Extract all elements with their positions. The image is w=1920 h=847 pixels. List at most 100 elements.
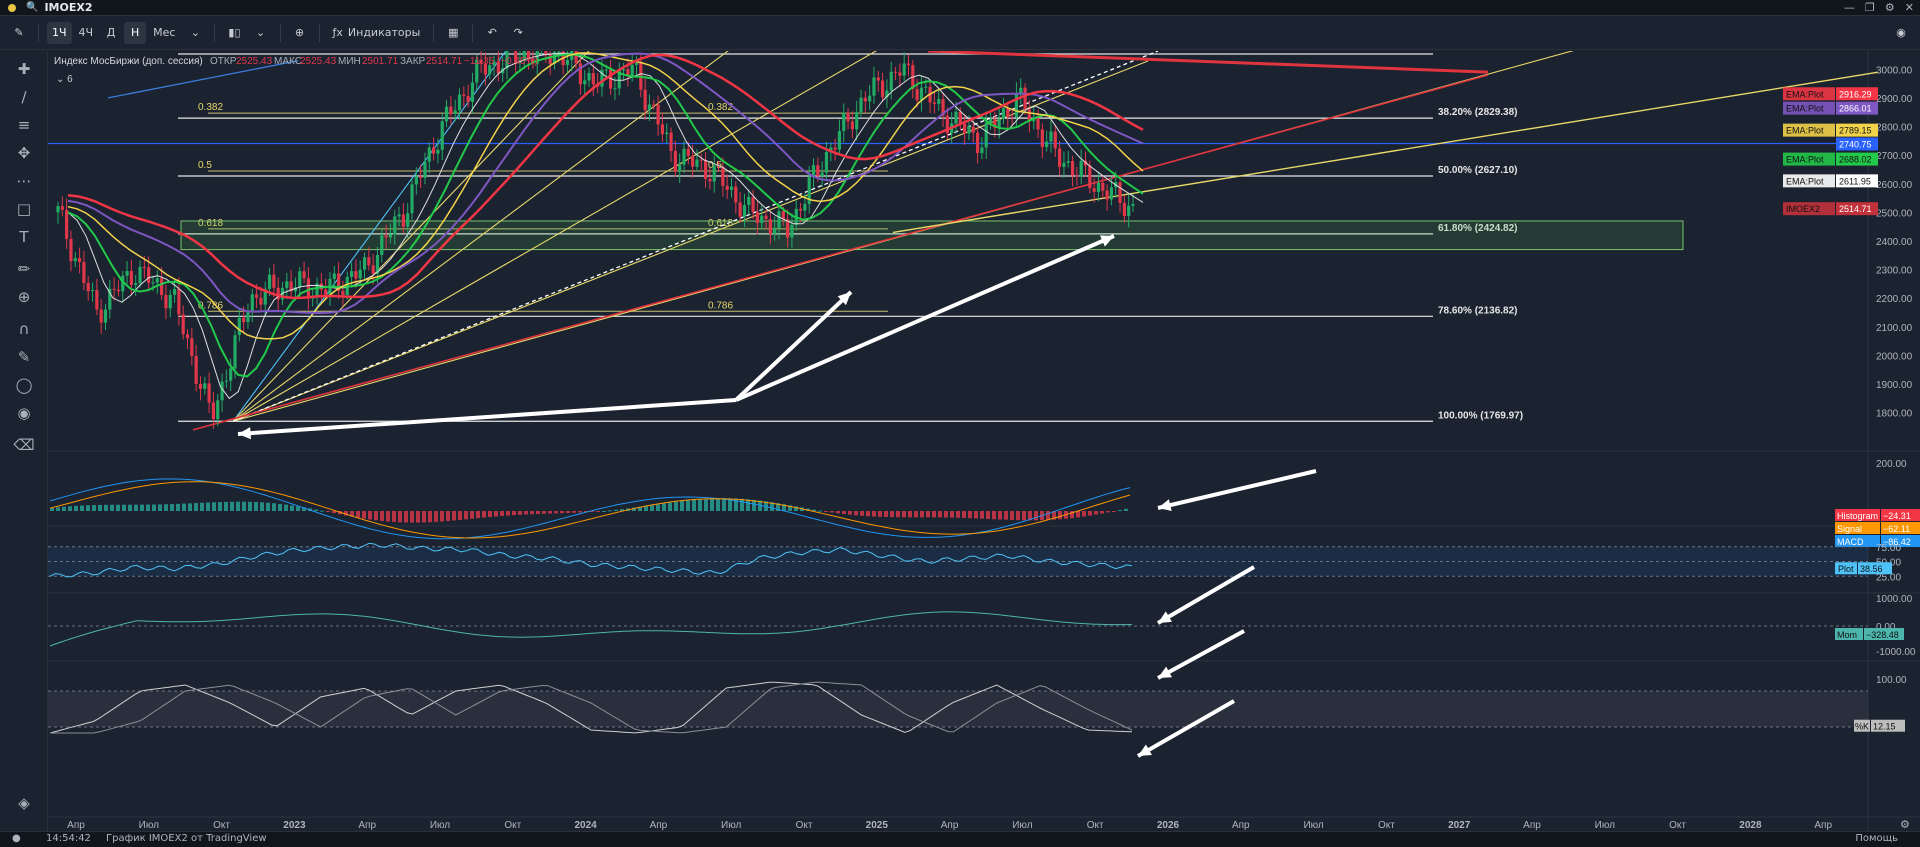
macd-histogram-bar <box>188 503 192 511</box>
candle-body <box>803 203 807 211</box>
momentum-axis-tick: -1000.00 <box>1876 647 1916 658</box>
indicators-button[interactable]: ƒx Индикаторы <box>328 22 426 44</box>
layers-icon[interactable]: ◈ <box>18 794 30 812</box>
candle-body <box>302 271 306 279</box>
fib-level-label: 50.00% (2627.10) <box>1438 165 1518 176</box>
candle-body <box>626 69 630 77</box>
price-axis-tick: 2700.00 <box>1876 151 1913 162</box>
magnet-icon[interactable]: ∩ <box>18 320 30 338</box>
candle-body <box>250 294 254 313</box>
timeframe-button[interactable]: 1Ч <box>47 21 72 44</box>
macd-label-name: Signal <box>1837 524 1862 534</box>
annotation-arrow-head <box>238 427 251 440</box>
candle-body <box>734 186 738 203</box>
candle-body <box>125 271 129 276</box>
minimize-icon[interactable]: — <box>1844 1 1856 14</box>
candle-body <box>863 97 867 102</box>
compare-add-icon[interactable]: ⊕ <box>294 26 305 39</box>
candle-body <box>522 51 526 61</box>
price-label-name: EMA:Plot <box>1786 155 1824 165</box>
search-icon[interactable]: 🔍 <box>26 2 39 13</box>
candle-body <box>367 257 371 266</box>
candle-body <box>1045 141 1049 148</box>
timeframe-button[interactable]: 4Ч <box>78 26 94 39</box>
zoom-in-icon[interactable]: ⊕ <box>17 288 31 306</box>
close-icon[interactable]: ✕ <box>1904 1 1914 14</box>
templates-grid-icon[interactable]: ▦ <box>448 26 459 39</box>
candle-body <box>1062 162 1066 167</box>
momentum-label-value-bg <box>1864 628 1904 640</box>
macd-histogram-bar <box>518 511 522 515</box>
macd-histogram-bar <box>656 504 660 511</box>
macd-histogram-bar <box>746 499 750 511</box>
draw-pencil-icon[interactable]: ✎ <box>14 26 24 39</box>
candle-body <box>708 178 712 182</box>
macd-histogram-bar <box>80 505 84 511</box>
candle-body <box>1014 93 1019 118</box>
pattern-icon[interactable]: ✥ <box>17 144 31 162</box>
rsi-axis-tick: 75.00 <box>1876 543 1901 554</box>
camera-icon[interactable]: ◉ <box>1896 26 1906 39</box>
macd-histogram-bar <box>500 511 504 516</box>
stoch-label-tag <box>1854 719 1870 732</box>
stoch-axis-tick: 100.00 <box>1876 675 1907 686</box>
candle-body <box>1079 160 1083 177</box>
price-label-name: EMA:Plot <box>1786 104 1824 114</box>
lock-drawing-icon[interactable]: ✎ <box>17 348 31 366</box>
candle-body <box>565 59 570 66</box>
macd-histogram-bar <box>1094 511 1098 515</box>
candle-body <box>751 196 755 213</box>
ema-purple-line <box>67 52 1144 315</box>
macd-histogram-bar <box>416 511 420 523</box>
rectangle-icon[interactable]: □ <box>16 200 32 218</box>
trash-icon[interactable]: ⌫ <box>13 436 35 454</box>
timeframe-button[interactable]: Мес <box>153 26 176 39</box>
settings-icon[interactable]: ⚙ <box>1884 1 1895 14</box>
lock-icon[interactable]: ◯ <box>15 376 33 394</box>
stoch-annotation-arrow <box>1137 699 1235 758</box>
ruler-icon[interactable]: ✏ <box>17 260 31 278</box>
snapshot-link[interactable]: График IMOEX2 от TradingView <box>106 833 267 844</box>
candle-body <box>868 95 872 102</box>
timeframe-dropdown-chevron-icon[interactable]: ⌄ <box>190 26 201 39</box>
drawing-tools-sidebar: ✚ ∕ ≡ ✥ ⋯ □ T ✏ ⊕ ∩ ✎ ◯ ◉ ⌫ ◈ <box>0 51 48 831</box>
macd-histogram-bar <box>182 503 186 511</box>
app-icon <box>8 3 16 12</box>
undo-icon[interactable]: ↶ <box>487 26 497 39</box>
chart-type-dropdown-chevron-icon[interactable]: ⌄ <box>255 26 266 39</box>
candle-body <box>695 159 699 167</box>
price-label-value-bg <box>1836 87 1878 101</box>
candle-body <box>997 118 1001 128</box>
candle-body <box>755 212 759 224</box>
text-tool-icon[interactable]: T <box>19 228 29 246</box>
macd-histogram-bar <box>530 511 534 515</box>
timeframe-button[interactable]: Н <box>124 21 147 44</box>
horizontal-lines-icon[interactable]: ≡ <box>17 116 31 134</box>
redo-icon[interactable]: ↷ <box>513 26 523 39</box>
chart-type-candles-icon[interactable]: ▮▯ <box>228 26 241 39</box>
trendline-icon[interactable]: ∕ <box>21 88 27 106</box>
macd-histogram-bar <box>650 505 654 511</box>
fib-tool-icon[interactable]: ⋯ <box>16 172 32 190</box>
eye-icon[interactable]: ◉ <box>17 404 31 422</box>
candle-body <box>880 80 885 98</box>
macd-histogram-bar <box>290 505 294 511</box>
macd-histogram-bar <box>998 511 1002 520</box>
candle-body <box>703 160 708 179</box>
macd-histogram-bar <box>830 511 834 513</box>
help-link[interactable]: Помощь <box>1855 833 1898 844</box>
price-label-value-bg <box>1836 137 1878 151</box>
macd-label-tag <box>1835 509 1880 521</box>
candle-body <box>548 54 552 64</box>
macd-histogram-bar <box>914 511 918 518</box>
timeframe-button[interactable]: Д <box>106 26 116 39</box>
candle-body <box>932 102 937 104</box>
crosshair-icon[interactable]: ✚ <box>17 60 31 78</box>
restore-icon[interactable]: ❐ <box>1865 1 1875 14</box>
macd-histogram-bar <box>422 511 426 523</box>
candle-body <box>254 294 259 298</box>
candle-body <box>1083 160 1088 166</box>
macd-histogram-bar <box>368 511 372 520</box>
macd-label-name: MACD <box>1837 537 1864 547</box>
chart-canvas[interactable]: 3000.00 2900.00 2800.00 2700.00 2600.00 2500.… <box>48 51 1920 831</box>
